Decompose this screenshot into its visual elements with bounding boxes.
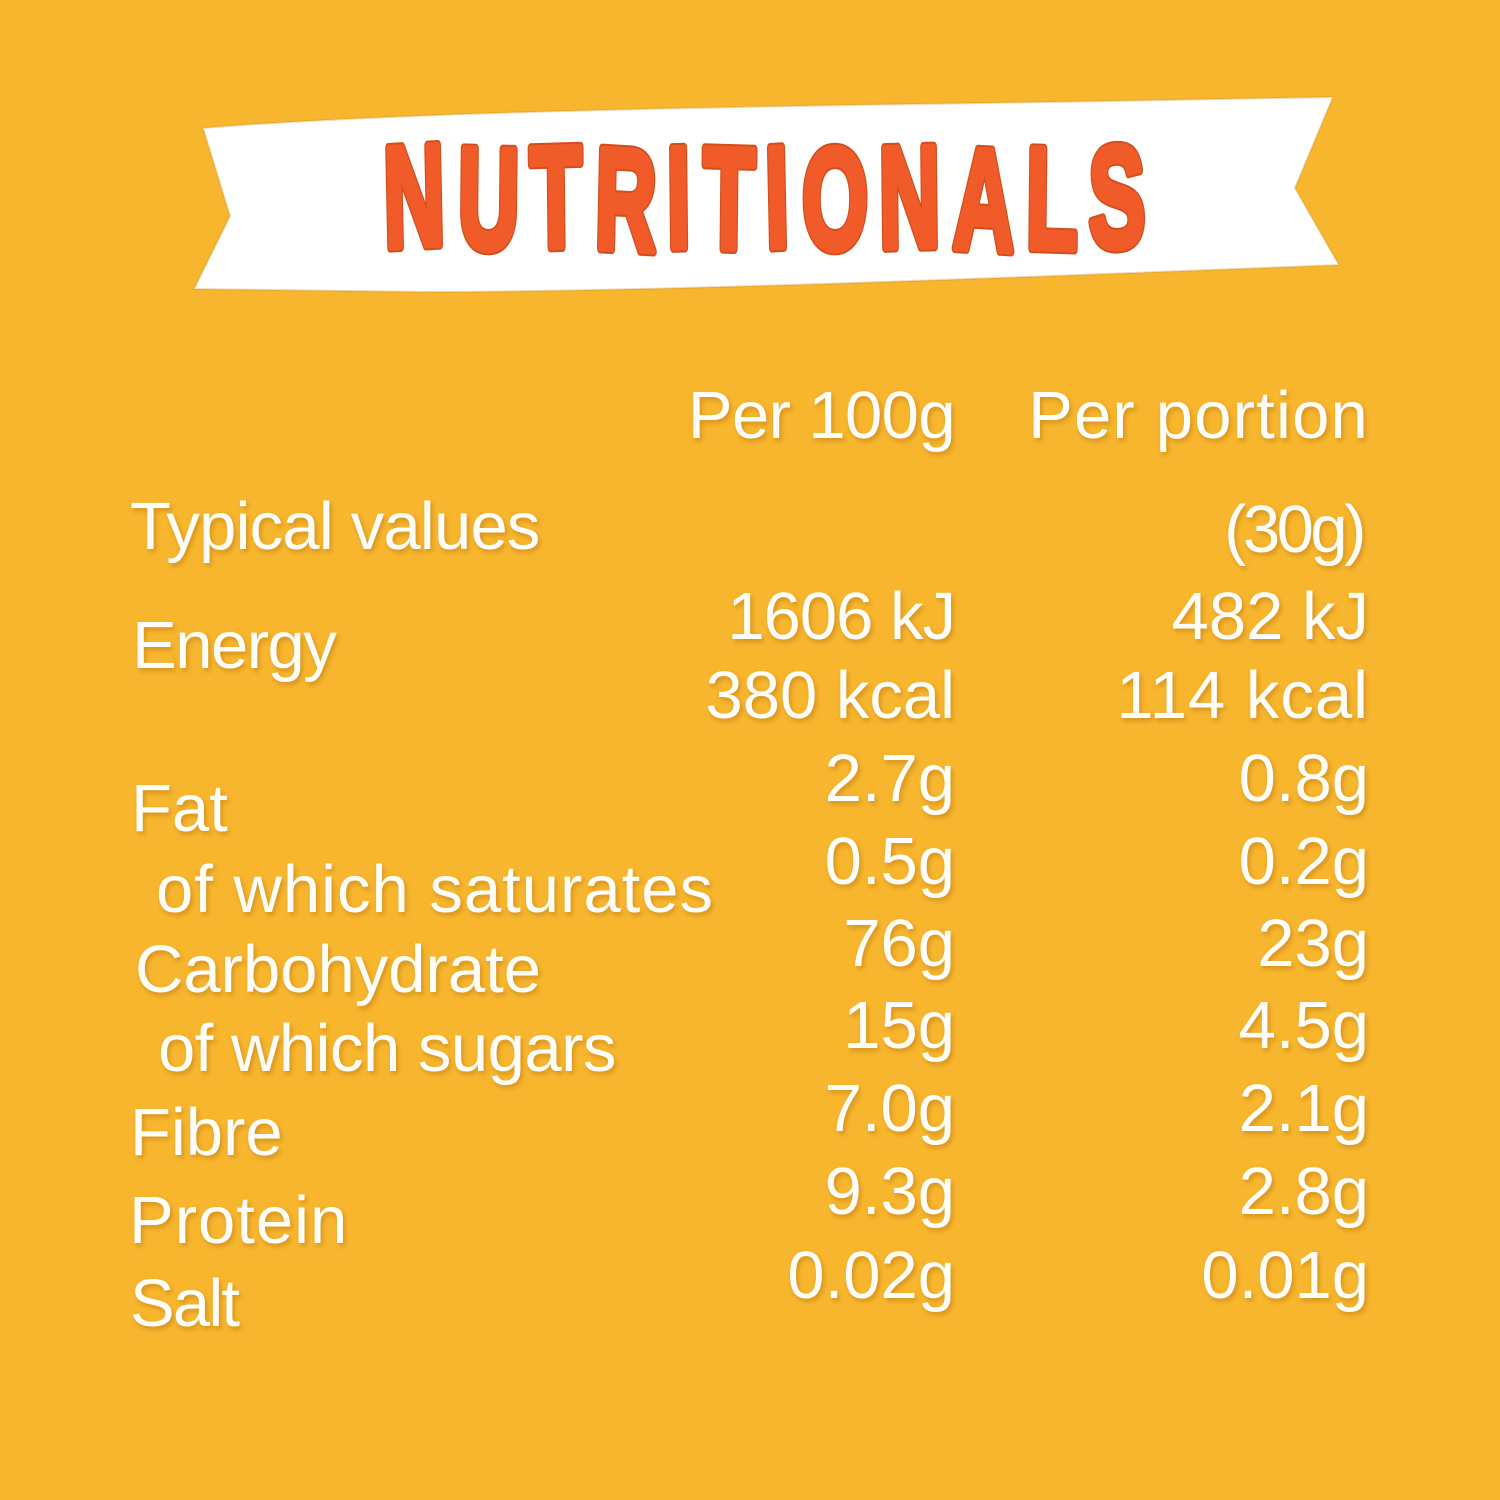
- svg-text:NUTRITIONALS: NUTRITIONALS: [380, 115, 1158, 282]
- svg-text:NUTRITIONALS: NUTRITIONALS: [380, 115, 1158, 282]
